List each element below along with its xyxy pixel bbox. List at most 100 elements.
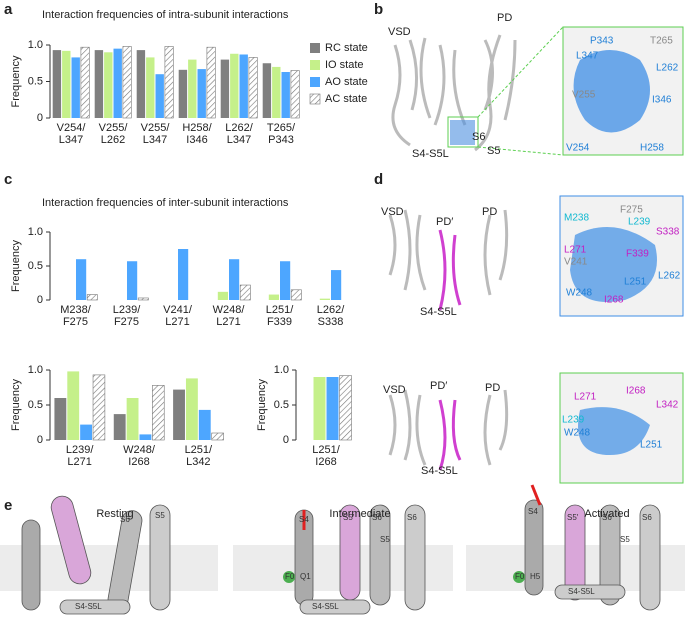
residue: L342 (656, 400, 679, 411)
y-axis-label: Frequency (10, 240, 22, 292)
x-tick-label: V254/L347 (57, 122, 87, 146)
bar (76, 259, 87, 300)
label: Q1 (300, 572, 311, 581)
bar (104, 52, 113, 118)
bar (280, 261, 291, 300)
residue: F275 (620, 205, 643, 216)
label: PD (497, 12, 512, 24)
bar (86, 294, 98, 301)
bar (113, 414, 126, 440)
residue: L239 (562, 415, 585, 426)
residue: F339 (626, 249, 649, 260)
label: S6 (407, 513, 417, 522)
label: H5 (530, 572, 541, 581)
label: VSD (388, 26, 411, 38)
bar (139, 434, 152, 440)
bar (268, 294, 279, 300)
inset-connector (477, 26, 564, 156)
bar (94, 50, 104, 118)
y-tick-label: 0 (37, 294, 43, 306)
bar (152, 385, 165, 441)
marker (283, 571, 295, 583)
structure-d (388, 209, 509, 466)
label: VSD (383, 384, 406, 396)
residue: L239 (628, 217, 651, 228)
x-tick-label: L251/I268 (312, 444, 340, 468)
bar (173, 389, 185, 440)
bar (319, 298, 330, 300)
bar (262, 63, 272, 118)
label: S5′ (343, 513, 355, 522)
y-tick-label: 0.5 (28, 260, 43, 272)
legend-label: AC state (325, 93, 367, 105)
label: S5 (487, 145, 500, 157)
arrow (530, 484, 542, 506)
inset-box (447, 116, 479, 148)
bar (290, 70, 300, 119)
x-tick-label: V241/L271 (163, 304, 193, 328)
y-tick-label: 1.0 (28, 226, 43, 238)
helices (21, 495, 661, 615)
label: S6 (120, 515, 130, 524)
label: F0 (515, 572, 525, 581)
bar (127, 261, 138, 300)
bar (248, 57, 258, 119)
helix (438, 229, 462, 311)
chart-title: Interaction frequencies of inter-subunit… (42, 197, 289, 209)
x-tick-label: L251/L342 (185, 444, 213, 468)
bar (229, 259, 240, 300)
bar (52, 50, 62, 118)
state-title: Activated (584, 508, 629, 520)
residue: V254 (566, 143, 590, 154)
bar (62, 50, 71, 119)
x-tick-label: V255/L262 (99, 122, 129, 146)
bar (155, 74, 164, 118)
bar (206, 46, 216, 119)
y-tick-label: 0.5 (28, 399, 43, 411)
bar (239, 54, 248, 118)
bar (185, 378, 198, 440)
x-tick-label: M238/F275 (60, 304, 92, 328)
x-tick-label: T265/P343 (267, 122, 296, 146)
bar (164, 46, 174, 119)
label: S4 (299, 515, 309, 524)
legend-label: AO state (325, 76, 368, 88)
residue: L271 (574, 392, 597, 403)
y-tick-label: 0 (283, 434, 289, 446)
label: S6 (642, 513, 652, 522)
residue: W248 (564, 428, 591, 439)
bar (331, 270, 342, 300)
marker (513, 571, 525, 583)
bar (339, 375, 352, 441)
residue: T265 (650, 36, 673, 47)
bar (136, 50, 146, 118)
label: S4-S5L (421, 465, 458, 477)
residue: V241 (564, 257, 588, 268)
y-tick-label: 1.0 (274, 364, 289, 376)
legend-label: RC state (325, 42, 368, 54)
helix (438, 399, 462, 471)
bar (122, 46, 132, 119)
residue: M238 (564, 213, 589, 224)
x-tick-label: W248/L271 (213, 304, 246, 328)
bar (80, 424, 93, 440)
residue: L262 (658, 271, 681, 282)
residue: H258 (640, 143, 664, 154)
label: S4-S5L (412, 148, 449, 160)
legend-swatch (310, 77, 320, 87)
x-tick-label: L239/F275 (113, 304, 141, 328)
bar (217, 291, 228, 300)
chart-title: Interaction frequencies of intra-subunit… (42, 9, 289, 21)
label: PD′ (436, 216, 453, 228)
panel-letter: b (374, 1, 383, 18)
label: VSD (381, 206, 404, 218)
x-tick-label: L251/F339 (266, 304, 294, 328)
y-tick-label: 1.0 (28, 39, 43, 51)
residue: V255 (572, 90, 596, 101)
y-axis-label: Frequency (10, 55, 22, 107)
y-axis-label: Frequency (256, 379, 268, 431)
bar (137, 297, 149, 301)
panel-letter: e (4, 497, 12, 514)
bar (326, 377, 339, 440)
